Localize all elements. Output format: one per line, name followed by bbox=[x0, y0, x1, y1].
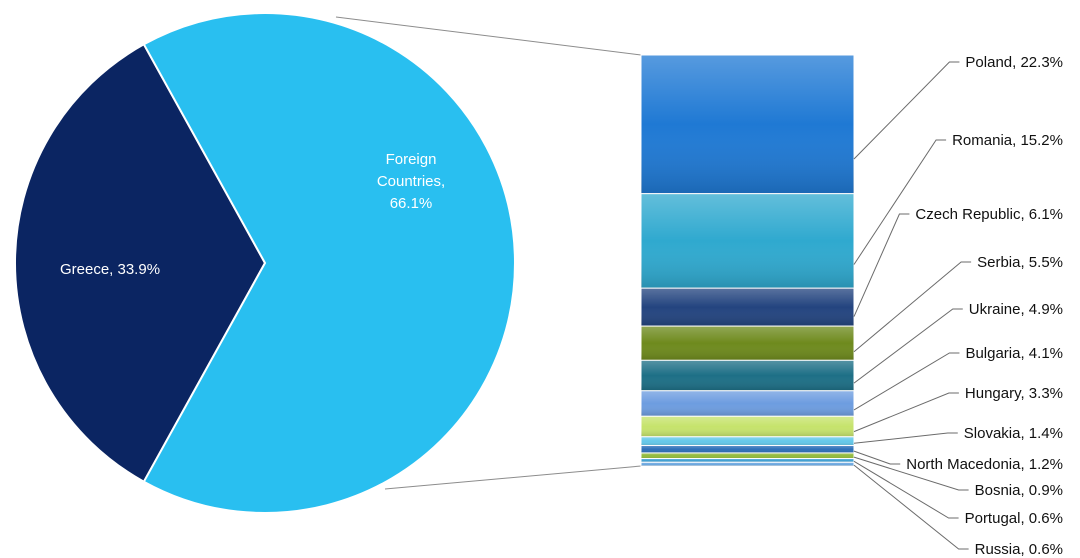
bar-segment-hungary bbox=[640, 415, 855, 438]
pie-slice-greece bbox=[14, 42, 267, 484]
bar-segment-russia bbox=[640, 461, 855, 467]
pie-label-greece: Greece, 33.9% bbox=[60, 261, 160, 278]
bar-segment-romania bbox=[640, 193, 855, 289]
data-labels: Greece, 33.9% Foreign Countries, 66.1% Polan… bbox=[60, 54, 1063, 558]
leader-line-russia bbox=[853, 464, 969, 550]
pie bbox=[14, 12, 516, 514]
leader-line-romania bbox=[853, 139, 947, 265]
bar-segment-north-macedonia bbox=[640, 444, 855, 454]
bar-label-bulgaria: Bulgaria, 4.1% bbox=[965, 345, 1063, 362]
pie-slice-foreign-countries bbox=[142, 12, 516, 514]
bar-segment-bulgaria bbox=[640, 390, 855, 417]
leader-line-bulgaria bbox=[853, 352, 960, 411]
bar-segment-czech-republic bbox=[640, 287, 855, 327]
bar-label-poland: Poland, 22.3% bbox=[965, 54, 1063, 71]
leader-line-poland bbox=[853, 61, 960, 160]
bar-label-czech-republic: Czech Republic, 6.1% bbox=[915, 206, 1063, 223]
bar-label-russia: Russia, 0.6% bbox=[975, 541, 1063, 558]
bar-segment-poland bbox=[640, 54, 855, 195]
bar-label-serbia: Serbia, 5.5% bbox=[977, 254, 1063, 271]
bar-segment-slovakia bbox=[640, 436, 855, 446]
bar-segment-ukraine bbox=[640, 359, 855, 392]
leader-line-bosnia bbox=[853, 456, 969, 491]
bar-label-portugal: Portugal, 0.6% bbox=[965, 510, 1063, 527]
connector-bottom bbox=[384, 465, 642, 490]
pie-label-foreign-countries: Foreign Countries, 66.1% bbox=[377, 151, 445, 212]
leader-line-serbia bbox=[853, 261, 972, 353]
stacked-bar bbox=[640, 54, 855, 467]
leader-line-hungary bbox=[853, 392, 959, 433]
bar-label-north-macedonia: North Macedonia, 1.2% bbox=[906, 456, 1063, 473]
bar-label-hungary: Hungary, 3.3% bbox=[965, 385, 1063, 402]
bar-segment-bosnia bbox=[640, 452, 855, 460]
connector-lines bbox=[335, 16, 642, 490]
connector-top bbox=[335, 16, 642, 56]
leader-line-slovakia bbox=[853, 432, 958, 444]
leader-line-czech-republic bbox=[853, 213, 910, 317]
bar-label-ukraine: Ukraine, 4.9% bbox=[969, 301, 1063, 318]
leader-line-ukraine bbox=[853, 308, 963, 384]
bar-segment-serbia bbox=[640, 325, 855, 361]
bar-label-slovakia: Slovakia, 1.4% bbox=[964, 425, 1063, 442]
leader-line-portugal bbox=[853, 460, 959, 519]
leader-lines bbox=[853, 61, 972, 550]
leader-line-north-macedonia bbox=[853, 450, 901, 465]
bar-label-romania: Romania, 15.2% bbox=[952, 132, 1063, 149]
bar-label-bosnia: Bosnia, 0.9% bbox=[975, 482, 1063, 499]
bar-segment-portugal bbox=[640, 458, 855, 463]
